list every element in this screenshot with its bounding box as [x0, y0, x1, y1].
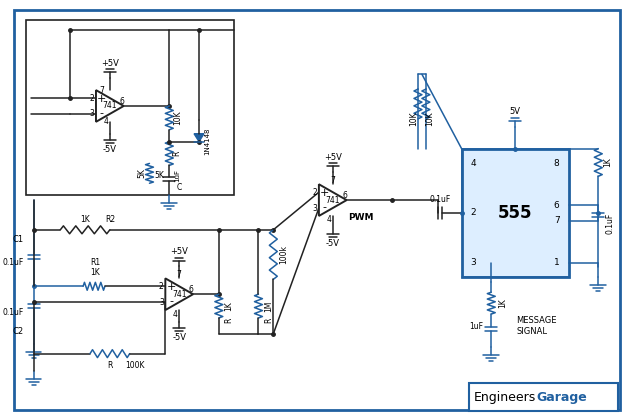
Text: 1uF: 1uF [174, 169, 180, 182]
Text: 5K: 5K [154, 171, 165, 180]
Text: PWM: PWM [348, 213, 373, 223]
Text: 2: 2 [313, 188, 317, 197]
Text: 4: 4 [104, 117, 108, 126]
Text: 10K: 10K [409, 112, 418, 126]
Text: 1: 1 [554, 258, 560, 267]
Text: 1K: 1K [90, 268, 100, 277]
Text: 2: 2 [90, 94, 94, 102]
Text: MESSAGE: MESSAGE [516, 316, 556, 326]
Text: 8: 8 [554, 159, 560, 168]
Text: +: + [97, 94, 107, 104]
Text: 741: 741 [172, 290, 187, 299]
Text: +5V: +5V [324, 153, 342, 162]
Text: 7: 7 [99, 86, 104, 94]
Text: R: R [107, 361, 112, 370]
Text: 3: 3 [90, 109, 94, 118]
Text: 0.1uF: 0.1uF [3, 258, 24, 267]
Text: 1N4148: 1N4148 [204, 128, 210, 155]
Text: -: - [323, 202, 327, 212]
Text: 0.1uF: 0.1uF [429, 194, 450, 204]
Text: 3: 3 [470, 258, 476, 267]
Text: 7: 7 [176, 270, 181, 279]
Text: 1K: 1K [604, 158, 613, 167]
Text: -5V: -5V [103, 145, 117, 154]
Text: -5V: -5V [326, 239, 340, 248]
Text: C2: C2 [13, 327, 24, 336]
Text: R: R [224, 317, 233, 323]
Text: -: - [170, 296, 173, 306]
Text: 6: 6 [554, 200, 560, 210]
Text: 1uF: 1uF [469, 323, 484, 331]
Text: 4: 4 [173, 310, 178, 318]
Text: C1: C1 [13, 235, 24, 244]
Text: 555: 555 [498, 204, 533, 222]
Text: 7: 7 [554, 216, 560, 226]
Text: 4: 4 [327, 215, 331, 224]
Text: 7: 7 [330, 176, 335, 185]
Text: 1M: 1M [264, 300, 273, 312]
Text: 5V: 5V [509, 108, 521, 116]
Text: 741: 741 [102, 102, 117, 110]
Text: C: C [176, 183, 182, 192]
Polygon shape [165, 278, 193, 310]
Text: 741: 741 [325, 196, 340, 205]
Text: 6: 6 [188, 285, 193, 294]
Text: 0.1uF: 0.1uF [3, 307, 24, 317]
Text: Engineers: Engineers [474, 391, 536, 404]
Text: +: + [166, 282, 176, 292]
Text: 1K: 1K [499, 298, 507, 308]
Text: R1: R1 [90, 258, 100, 267]
Text: +5V: +5V [101, 59, 119, 68]
Text: 3: 3 [159, 298, 164, 307]
Polygon shape [194, 134, 204, 142]
Text: R2: R2 [105, 215, 115, 224]
Bar [26, 20, 234, 195]
Text: 0.1uF: 0.1uF [605, 212, 615, 234]
Text: R: R [264, 317, 273, 323]
Text: Garage: Garage [536, 391, 587, 404]
Text: 2: 2 [470, 208, 476, 218]
Text: 6: 6 [119, 97, 124, 105]
Text: SIGNAL: SIGNAL [516, 327, 547, 336]
Text: +: + [320, 188, 330, 198]
Text: 10K: 10K [425, 112, 435, 126]
Polygon shape [96, 90, 124, 122]
Text: 1K: 1K [224, 301, 233, 311]
Text: 100k: 100k [279, 245, 288, 264]
Bar [470, 383, 618, 411]
Text: -5V: -5V [172, 333, 186, 342]
Text: 2: 2 [159, 282, 164, 291]
Text: 1K: 1K [80, 215, 90, 224]
Text: 10K: 10K [173, 110, 181, 125]
Text: 4: 4 [470, 159, 476, 168]
Bar [462, 149, 568, 277]
Text: +5V: +5V [170, 247, 188, 256]
Text: 6: 6 [342, 191, 347, 200]
Polygon shape [319, 184, 347, 216]
Text: 100K: 100K [125, 361, 144, 370]
Text: 5K: 5K [137, 168, 146, 178]
Text: R: R [173, 151, 181, 156]
Text: 3: 3 [313, 204, 317, 213]
Text: -: - [100, 108, 104, 118]
